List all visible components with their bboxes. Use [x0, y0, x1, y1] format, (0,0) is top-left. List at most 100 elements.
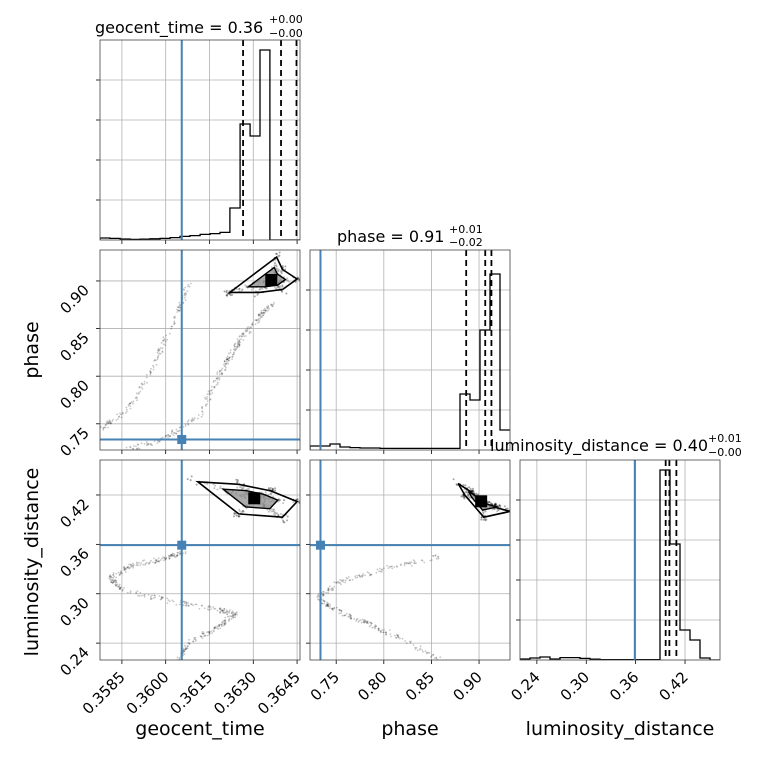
posterior-sample: [254, 319, 257, 322]
posterior-sample: [178, 303, 181, 306]
posterior-sample: [138, 386, 141, 388]
posterior-sample: [235, 478, 238, 481]
posterior-sample: [367, 622, 369, 625]
posterior-sample: [131, 448, 134, 450]
posterior-sample: [159, 347, 162, 349]
truth-marker: [315, 540, 325, 550]
posterior-sample: [137, 443, 139, 446]
posterior-sample: [214, 607, 217, 610]
posterior-sample: [233, 612, 235, 615]
posterior-sample: [166, 602, 169, 604]
posterior-sample: [351, 578, 354, 581]
posterior-sample: [106, 422, 108, 425]
posterior-sample: [155, 560, 158, 563]
posterior-sample: [278, 269, 281, 272]
posterior-sample: [132, 566, 135, 569]
posterior-sample: [361, 574, 364, 577]
posterior-sample: [349, 616, 352, 619]
posterior-sample: [275, 265, 278, 268]
posterior-sample: [250, 326, 253, 329]
posterior-sample: [219, 611, 222, 614]
posterior-sample: [511, 512, 513, 514]
posterior-sample: [120, 413, 122, 416]
posterior-sample: [174, 315, 177, 318]
posterior-sample: [276, 512, 279, 515]
posterior-sample: [117, 571, 120, 574]
posterior-sample: [330, 588, 332, 590]
posterior-sample: [222, 610, 225, 613]
posterior-sample: [277, 255, 280, 258]
posterior-sample: [364, 620, 367, 623]
posterior-sample: [208, 392, 211, 394]
posterior-sample: [128, 567, 131, 570]
posterior-sample: [239, 486, 241, 488]
posterior-sample: [138, 561, 140, 564]
y-tick-label-phase: 0.85: [56, 329, 92, 365]
posterior-sample: [234, 512, 237, 515]
posterior-sample: [124, 567, 127, 570]
posterior-sample: [216, 383, 219, 385]
posterior-sample: [144, 564, 146, 566]
posterior-sample: [224, 623, 227, 625]
posterior-sample: [163, 557, 166, 560]
posterior-sample: [410, 640, 412, 643]
posterior-sample: [327, 604, 329, 607]
posterior-sample: [103, 426, 106, 428]
posterior-sample: [128, 563, 130, 566]
posterior-sample: [286, 515, 289, 518]
posterior-sample: [129, 445, 132, 448]
posterior-sample: [136, 399, 139, 402]
posterior-sample: [107, 421, 109, 424]
posterior-sample: [140, 382, 143, 385]
posterior-sample: [461, 495, 464, 498]
posterior-sample: [484, 519, 487, 522]
posterior-sample: [219, 610, 222, 613]
posterior-sample: [366, 622, 368, 624]
posterior-sample: [183, 650, 186, 653]
posterior-sample: [498, 504, 501, 506]
posterior-sample: [109, 575, 112, 578]
posterior-sample: [134, 397, 137, 399]
posterior-sample: [232, 614, 235, 617]
posterior-sample: [399, 637, 401, 640]
posterior-sample: [114, 581, 117, 584]
posterior-sample: [182, 647, 185, 650]
posterior-sample: [151, 444, 154, 447]
posterior-sample: [258, 319, 260, 322]
posterior-sample: [240, 487, 243, 490]
posterior-sample: [365, 621, 368, 624]
posterior-sample: [155, 559, 158, 561]
posterior-sample: [207, 605, 210, 608]
posterior-sample: [408, 562, 410, 565]
posterior-sample: [281, 284, 284, 287]
posterior-sample: [187, 422, 190, 425]
x-tick-label-geocent_time: 0.3615: [166, 668, 216, 718]
posterior-sample: [238, 287, 241, 290]
posterior-sample: [158, 595, 161, 597]
posterior-sample: [182, 426, 185, 428]
posterior-sample: [170, 431, 173, 433]
posterior-sample: [359, 576, 362, 578]
posterior-sample: [184, 648, 187, 650]
posterior-sample: [153, 557, 155, 560]
posterior-sample: [215, 377, 218, 380]
posterior-sample: [115, 585, 118, 587]
posterior-sample: [122, 411, 124, 414]
posterior-sample: [225, 357, 228, 359]
posterior-sample: [169, 554, 172, 556]
posterior-sample: [148, 562, 151, 565]
posterior-sample: [350, 614, 352, 617]
posterior-sample: [361, 574, 363, 577]
posterior-sample: [221, 609, 224, 612]
posterior-sample: [380, 570, 383, 573]
posterior-sample: [110, 581, 113, 583]
posterior-sample: [190, 603, 193, 606]
posterior-sample: [104, 426, 107, 429]
posterior-sample: [413, 560, 416, 563]
posterior-sample: [346, 577, 349, 580]
posterior-sample: [208, 389, 211, 392]
panel-frame: [309, 249, 511, 451]
posterior-sample: [171, 554, 174, 557]
posterior-sample: [272, 510, 275, 513]
panel-frame: [519, 459, 721, 661]
